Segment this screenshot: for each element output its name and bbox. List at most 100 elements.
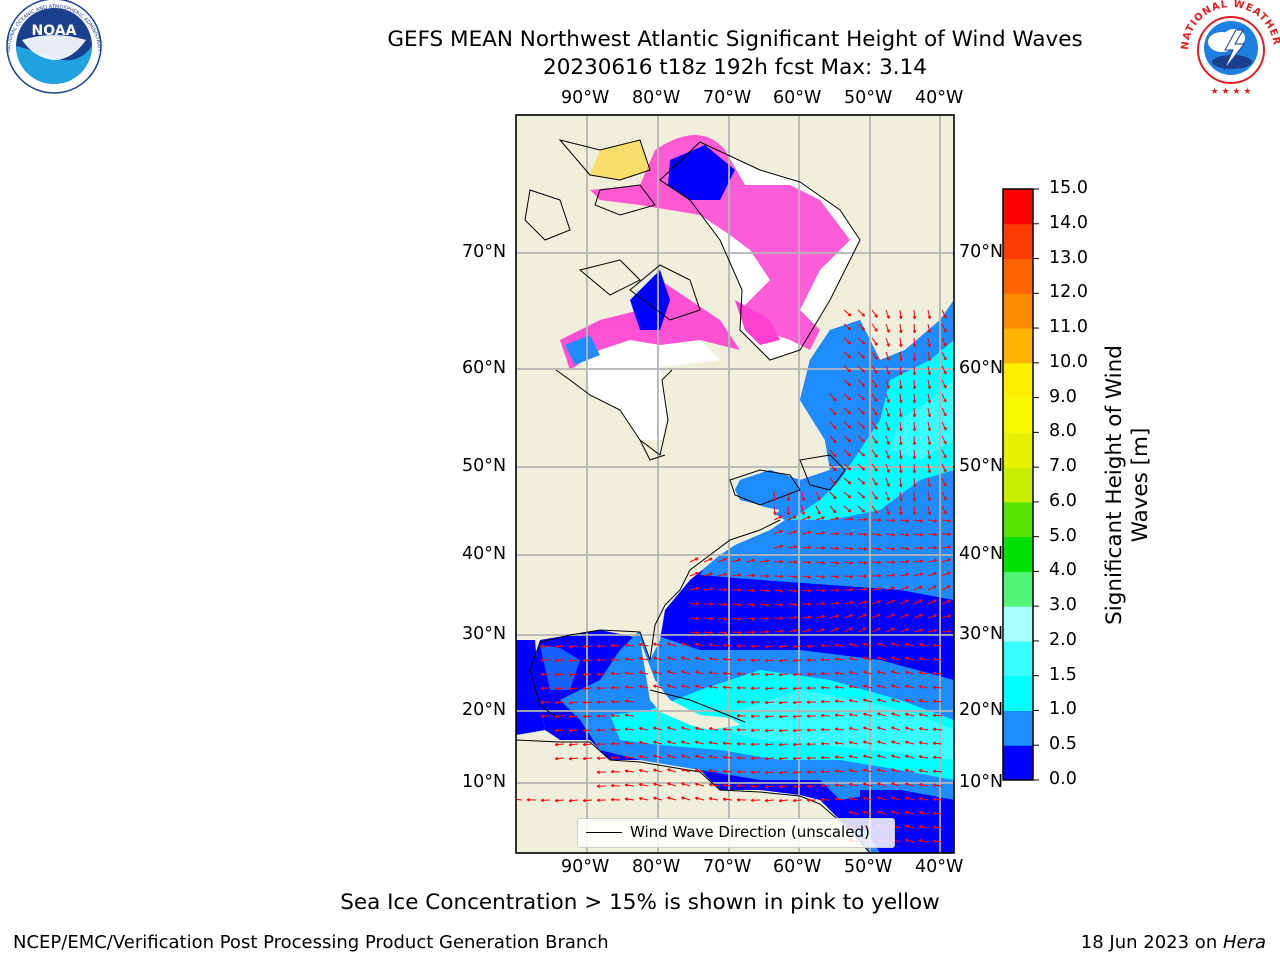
wind-wave-arrow <box>596 644 607 648</box>
wind-wave-arrow <box>787 602 798 607</box>
wind-wave-arrow <box>540 686 551 691</box>
wind-wave-arrow <box>848 810 859 815</box>
wind-wave-arrow <box>891 698 901 703</box>
wind-wave-arrow <box>932 727 943 732</box>
wind-wave-arrow <box>703 557 713 563</box>
wind-wave-arrow <box>904 642 915 647</box>
wind-wave-arrow <box>918 727 929 731</box>
legend-line-swatch <box>586 832 622 833</box>
map-legend: Wind Wave Direction (unscaled) <box>577 818 895 848</box>
wind-wave-arrow <box>927 393 932 404</box>
wind-wave-arrow <box>848 782 859 787</box>
wind-wave-arrow <box>927 365 932 376</box>
wind-wave-arrow <box>778 700 789 705</box>
wind-wave-arrow <box>759 588 770 593</box>
wind-wave-arrow <box>667 768 677 773</box>
wind-wave-arrow <box>932 769 943 774</box>
wind-wave-arrow <box>829 449 837 458</box>
wind-wave-arrow <box>596 658 607 662</box>
wind-wave-arrow <box>877 754 887 759</box>
wind-wave-arrow <box>848 796 859 801</box>
wind-wave-arrow <box>899 337 903 348</box>
wind-wave-arrow <box>722 671 733 676</box>
wind-wave-arrow <box>885 463 890 473</box>
wind-wave-arrow <box>843 393 852 401</box>
wind-wave-arrow <box>871 379 878 388</box>
wind-wave-arrow <box>891 642 901 647</box>
wind-wave-arrow <box>941 519 952 523</box>
wind-wave-arrow <box>885 547 896 551</box>
wind-wave-arrow <box>568 756 579 761</box>
wind-wave-arrow <box>689 601 700 606</box>
wind-wave-arrow <box>801 575 812 579</box>
wind-wave-arrow <box>759 629 770 634</box>
wind-wave-arrow <box>862 754 873 759</box>
wind-wave-arrow <box>862 656 873 661</box>
wind-wave-arrow <box>913 546 924 550</box>
lat-label-right-40n: 40°N <box>959 544 1004 564</box>
wind-wave-arrow <box>778 686 789 691</box>
wind-wave-arrow <box>829 516 840 521</box>
wind-wave-arrow <box>912 337 917 348</box>
wind-wave-arrow <box>862 782 873 787</box>
wind-wave-arrow <box>815 505 821 515</box>
wind-wave-arrow <box>927 519 938 523</box>
wind-wave-arrow <box>941 407 947 417</box>
wind-wave-arrow <box>871 505 878 514</box>
lat-label-right-60n: 60°N <box>959 358 1004 378</box>
wind-wave-arrow <box>667 740 677 745</box>
wind-wave-arrow <box>582 798 593 803</box>
wind-wave-arrow <box>891 740 901 745</box>
wind-wave-arrow <box>554 756 565 761</box>
lon-label-top-70w: 70°W <box>703 88 752 108</box>
wind-wave-arrow <box>801 560 812 565</box>
wind-wave-arrow <box>891 726 901 731</box>
wind-wave-arrow <box>736 784 747 788</box>
wind-wave-arrow <box>899 572 910 577</box>
wind-wave-arrow <box>899 323 903 334</box>
wind-wave-arrow <box>568 714 579 719</box>
wind-wave-arrow <box>871 323 878 332</box>
wind-wave-arrow <box>877 726 887 731</box>
wind-wave-arrow <box>708 727 719 731</box>
wind-wave-arrow <box>871 547 882 551</box>
wind-wave-arrow <box>829 588 840 592</box>
wind-wave-arrow <box>554 672 565 677</box>
wind-wave-arrow <box>596 784 607 788</box>
colorbar-band <box>1003 606 1033 642</box>
wind-wave-arrow <box>932 713 943 718</box>
wind-wave-arrow <box>759 559 770 563</box>
wind-wave-arrow <box>941 309 947 319</box>
wind-wave-arrow <box>871 463 878 472</box>
wind-wave-arrow <box>787 589 798 593</box>
wind-wave-arrow <box>871 586 882 591</box>
wind-wave-arrow <box>843 323 852 331</box>
wind-wave-arrow <box>787 545 798 549</box>
wind-wave-arrow <box>913 585 923 591</box>
wind-wave-arrow <box>843 351 852 359</box>
wind-wave-arrow <box>941 379 947 389</box>
wind-wave-arrow <box>857 547 868 551</box>
wind-wave-arrow <box>843 449 852 457</box>
wind-wave-arrow <box>927 599 937 605</box>
wind-wave-arrow <box>848 698 859 703</box>
wind-wave-arrow <box>736 672 747 676</box>
wind-wave-arrow <box>750 756 761 761</box>
wind-wave-arrow <box>941 351 947 361</box>
wind-wave-arrow <box>750 798 761 803</box>
ice-footnote: Sea Ice Concentration > 15% is shown in … <box>340 890 940 915</box>
wind-wave-arrow <box>912 309 917 320</box>
wind-wave-arrow <box>652 768 663 773</box>
wind-wave-arrow <box>871 407 878 416</box>
lon-label-top-40w: 40°W <box>915 88 964 108</box>
wind-wave-arrow <box>722 657 733 662</box>
wind-wave-arrow <box>681 670 691 675</box>
wind-wave-arrow <box>624 783 635 787</box>
wind-wave-arrow <box>773 559 784 564</box>
wind-wave-arrow <box>857 379 866 387</box>
wind-wave-arrow <box>918 671 929 675</box>
wind-wave-arrow <box>877 684 887 689</box>
wind-wave-arrow <box>899 407 903 418</box>
lon-label-top-60w: 60°W <box>773 88 822 108</box>
wind-wave-arrow <box>899 505 903 516</box>
